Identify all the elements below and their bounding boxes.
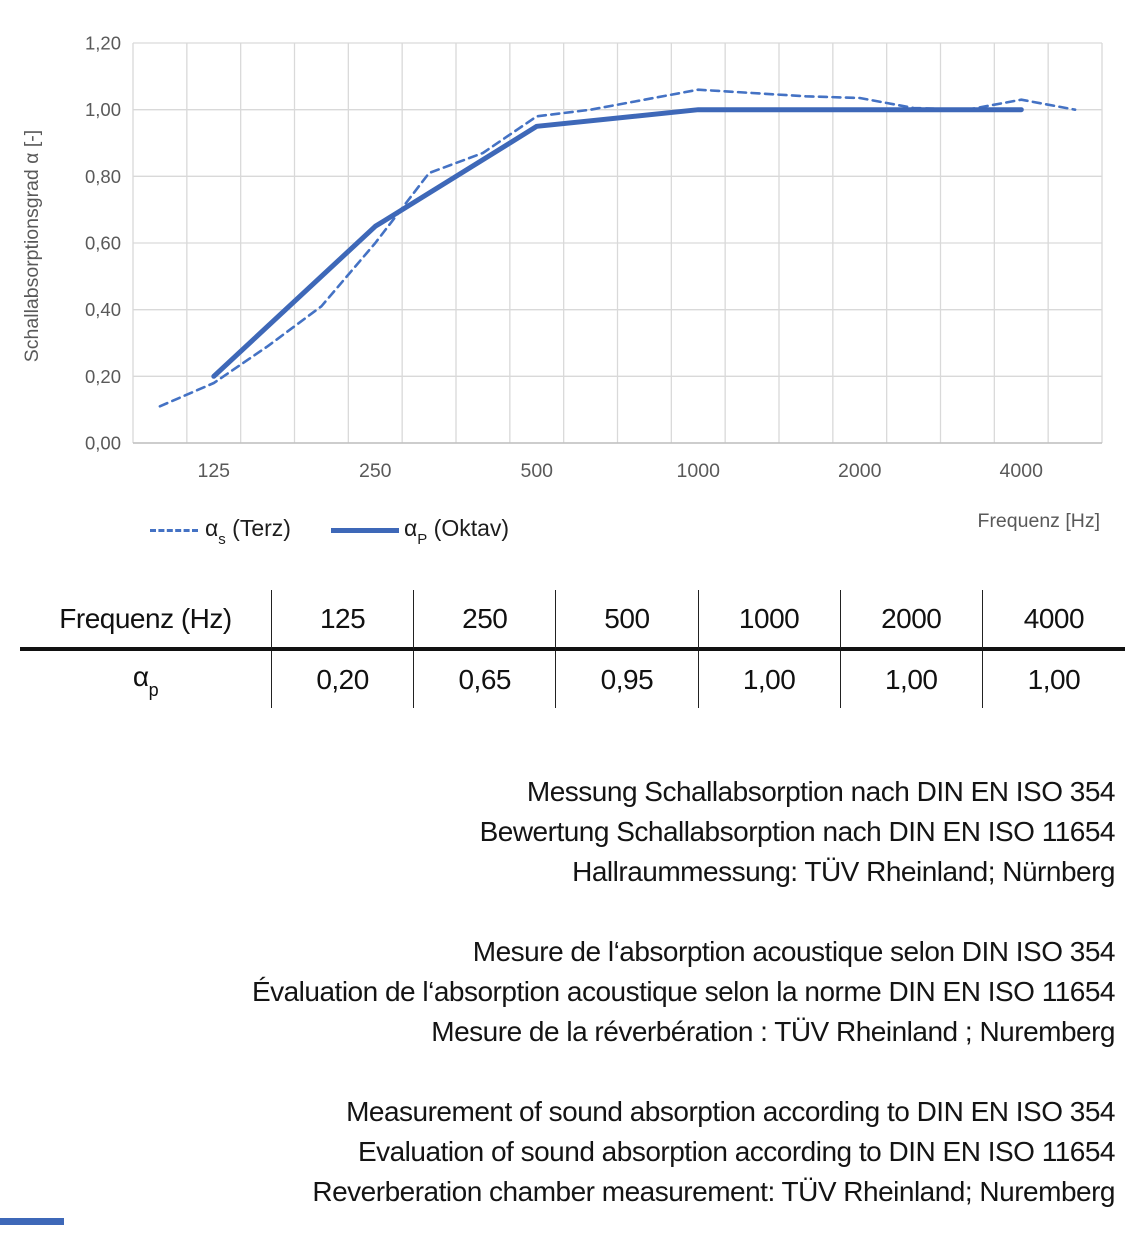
dashed-line-swatch bbox=[150, 528, 198, 532]
notes-german: Messung Schallabsorption nach DIN EN ISO… bbox=[20, 772, 1116, 892]
absorption-chart-canvas: 0,00 0,20 0,40 0,60 0,80 1,00 1,20 125 250 500 100… bbox=[21, 33, 1103, 532]
table-header-125: 125 bbox=[272, 590, 415, 651]
legend-label-oktav: αP (Oktav) bbox=[403, 515, 510, 548]
svg-text:4000: 4000 bbox=[1000, 460, 1044, 482]
svg-text:1000: 1000 bbox=[677, 460, 721, 482]
table-header-1000: 1000 bbox=[698, 590, 841, 651]
table-header-4000: 4000 bbox=[982, 590, 1125, 651]
note-line: Mesure de la réverbération : TÜV Rheinla… bbox=[431, 1016, 1115, 1047]
svg-text:0,60: 0,60 bbox=[85, 233, 121, 254]
table-header-500: 500 bbox=[556, 590, 699, 651]
svg-text:1,20: 1,20 bbox=[85, 33, 121, 54]
note-line: Reverberation chamber measurement: TÜV R… bbox=[312, 1176, 1115, 1207]
svg-text:0,20: 0,20 bbox=[85, 366, 121, 387]
note-line: Bewertung Schallabsorption nach DIN EN I… bbox=[479, 816, 1116, 847]
notes-english: Measurement of sound absorption accordin… bbox=[20, 1092, 1115, 1212]
table-header-frequency: Frequenz (Hz) bbox=[20, 590, 272, 651]
svg-text:500: 500 bbox=[520, 460, 553, 482]
note-line: Evaluation of sound absorption according… bbox=[357, 1136, 1116, 1167]
svg-text:2000: 2000 bbox=[838, 460, 882, 482]
table-header-250: 250 bbox=[414, 590, 557, 651]
solid-line-swatch bbox=[330, 527, 399, 533]
svg-text:Frequenz [Hz]: Frequenz [Hz] bbox=[978, 510, 1100, 532]
chart-legend: αs (Terz) αP (Oktav) bbox=[150, 515, 510, 548]
svg-text:250: 250 bbox=[359, 460, 392, 482]
table-value-4000: 1,00 bbox=[1027, 663, 1081, 695]
note-line: Évaluation de l‘absorption acoustique se… bbox=[251, 976, 1116, 1007]
table-value-500: 0,95 bbox=[556, 651, 699, 708]
note-line: Measurement of sound absorption accordin… bbox=[346, 1096, 1115, 1127]
legend-item-oktav: αP (Oktav) bbox=[330, 515, 510, 548]
notes-french: Mesure de l‘absorption acoustique selon … bbox=[20, 932, 1116, 1052]
svg-text:0,40: 0,40 bbox=[85, 299, 121, 320]
svg-text:0,00: 0,00 bbox=[85, 433, 121, 454]
svg-text:1,00: 1,00 bbox=[85, 99, 121, 120]
alpha-p-table: Frequenz (Hz) 125 250 500 1000 2000 4000… bbox=[20, 590, 1125, 708]
table-value-250: 0,65 bbox=[414, 651, 557, 708]
table-row-label-alpha-p: αp bbox=[20, 651, 272, 708]
svg-text:Schallabsorptionsgrad α [-]: Schallabsorptionsgrad α [-] bbox=[21, 130, 43, 362]
note-line: Messung Schallabsorption nach DIN EN ISO… bbox=[526, 776, 1116, 807]
table-value-1000: 1,00 bbox=[699, 651, 841, 708]
note-line: Mesure de l‘absorption acoustique selon … bbox=[472, 936, 1116, 967]
absorption-chart: 0,00 0,20 0,40 0,60 0,80 1,00 1,20 125 250 500 100… bbox=[0, 0, 1135, 560]
table-value-2000: 1,00 bbox=[841, 651, 983, 708]
legend-label-terz: αs (Terz) bbox=[205, 515, 291, 548]
table-value-125: 0,20 bbox=[272, 651, 415, 708]
legend-item-terz: αs (Terz) bbox=[150, 515, 291, 548]
svg-text:125: 125 bbox=[197, 460, 230, 482]
table-header-2000: 2000 bbox=[840, 590, 983, 651]
footer-accent-bar bbox=[0, 1218, 64, 1225]
note-line: Hallraummessung: TÜV Rheinland; Nürnberg bbox=[572, 856, 1115, 887]
svg-text:0,80: 0,80 bbox=[85, 166, 121, 187]
